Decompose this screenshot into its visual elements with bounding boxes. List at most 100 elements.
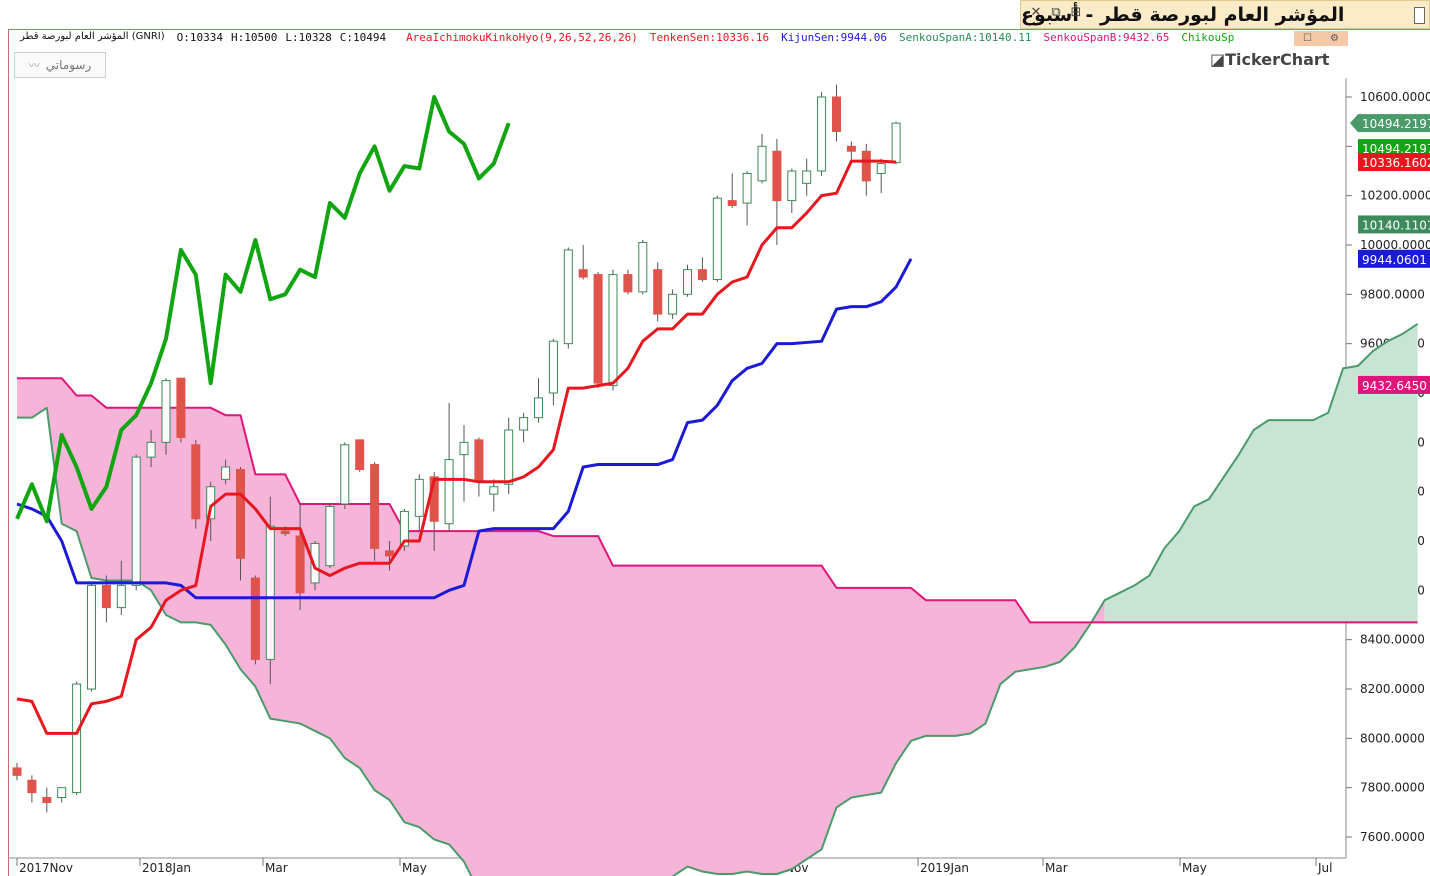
candle-body	[787, 170, 797, 202]
candle-body	[265, 525, 275, 660]
candle-body	[802, 170, 812, 184]
candle-body	[42, 797, 52, 803]
price-tag: 10494.2197	[1358, 139, 1430, 158]
candle-body	[712, 197, 722, 281]
candle-body	[891, 122, 901, 164]
brand-text: TickerChart	[1225, 50, 1330, 69]
brand-logo: ◪TickerChart	[1210, 50, 1330, 69]
window-title-box: المؤشر العام لبورصة قطر - أسبوع ✕ ⧉ ⊟	[1020, 0, 1430, 29]
y-tick-label: 7600.0000	[1360, 830, 1425, 844]
candle-body	[638, 242, 648, 293]
close-icon[interactable]: ✕	[1030, 5, 1042, 20]
candle-body	[534, 397, 543, 419]
kijun-sen-line	[16, 258, 913, 600]
price-tag-box	[1358, 215, 1430, 234]
candle-body	[87, 584, 96, 690]
candle-body	[593, 274, 603, 384]
candle-body	[727, 200, 737, 207]
candle-body	[385, 550, 394, 557]
drawings-button[interactable]: رسوماتي 〰	[14, 52, 106, 78]
candle-body	[116, 584, 126, 609]
x-tick-label: Mar	[265, 861, 288, 875]
candle-body	[236, 468, 245, 559]
legend-tools: ☐ ⚙	[1294, 31, 1348, 46]
x-tick-label: 2018Jan	[142, 861, 191, 875]
candle-body	[504, 429, 514, 485]
y-tick-label: 9800.0000	[1360, 287, 1425, 301]
candle-body	[325, 505, 335, 567]
y-tick-label: 8400.0000	[1360, 633, 1425, 647]
candle-body	[146, 441, 156, 458]
y-tick-label: 10000.0000	[1360, 238, 1430, 252]
cloud-bullish-area	[1104, 323, 1418, 623]
candle-body	[742, 172, 752, 204]
minimize-icon[interactable]: ⊟	[1070, 5, 1082, 20]
price-tag-box	[1358, 375, 1430, 394]
legend-span-a: SenkouSpanA:10140.11	[899, 31, 1032, 44]
price-tag: 9944.0601	[1358, 249, 1430, 268]
price-tag-label: 10494.2197	[1362, 117, 1430, 131]
candle-body	[131, 456, 141, 586]
candle-body	[370, 464, 380, 549]
candle-body	[653, 269, 663, 315]
tenkan-sen-line	[16, 159, 897, 735]
legend-tenkan: TenkenSen:10336.16	[649, 31, 770, 44]
y-tick-label: 7800.0000	[1360, 781, 1425, 795]
candle-body	[101, 584, 111, 609]
candle-body	[161, 380, 171, 443]
candle-body	[221, 466, 231, 480]
legend-kijun: KijunSen:9944.06	[781, 31, 888, 44]
candle-body	[340, 444, 350, 505]
price-tag-box	[1358, 249, 1430, 268]
price-tag-label: 10140.1101	[1362, 218, 1430, 232]
candle-body	[697, 269, 707, 281]
window-checkbox-icon[interactable]	[1414, 7, 1425, 24]
window-controls: ✕ ⧉ ⊟	[1029, 5, 1083, 20]
legend-close: C:10494	[339, 31, 387, 44]
candle-body	[459, 441, 469, 456]
cloud-bearish-area	[17, 378, 1105, 876]
legend-symbol: المؤشر العام لبورصة قطر (GNRI)	[20, 31, 165, 42]
candle-body	[668, 293, 678, 315]
x-tick-label: 2017Nov	[19, 861, 73, 875]
candle-body	[295, 535, 305, 594]
price-tag: 9432.6450	[1358, 375, 1430, 394]
candle-body	[683, 269, 692, 295]
senkou-span-a-line	[17, 323, 1419, 876]
chart-legend: المؤشر العام لبورصة قطر (GNRI) O:10334 H…	[20, 31, 1246, 47]
x-tick-label: May	[1182, 861, 1207, 875]
price-tag-label: 10336.1602	[1362, 156, 1430, 170]
settings-icon[interactable]: ⚙	[1330, 33, 1339, 44]
candle-body	[578, 269, 588, 278]
candle-body	[72, 683, 82, 794]
senkou-span-b-line	[17, 377, 1418, 624]
candle-body	[846, 145, 856, 152]
price-tag-label: 9432.6450	[1362, 379, 1427, 393]
candle-body	[12, 767, 22, 776]
candle-body	[399, 510, 409, 547]
restore-icon[interactable]: ⧉	[1051, 5, 1061, 20]
price-tag-box	[1358, 139, 1430, 158]
y-tick-label: 10200.0000	[1360, 189, 1430, 203]
legend-high: H:10500	[230, 31, 278, 44]
maximize-icon[interactable]: ☐	[1303, 33, 1312, 44]
price-tag-box	[1358, 153, 1430, 172]
y-tick-label: 8200.0000	[1360, 682, 1425, 696]
candle-body	[817, 96, 827, 172]
drawings-label: رسوماتي	[45, 58, 92, 72]
candle-body	[608, 274, 618, 387]
chikou-span-line	[15, 95, 511, 524]
price-tag: 10494.2197	[1350, 114, 1430, 133]
candle-body	[355, 439, 365, 470]
candle-body	[563, 249, 573, 345]
price-tag-label: 10494.2197	[1362, 142, 1430, 156]
candle-body	[876, 163, 886, 174]
candle-body	[310, 542, 320, 584]
y-tick-label: 8000.0000	[1360, 731, 1425, 745]
candle-body	[280, 530, 290, 535]
candle-body	[623, 274, 633, 293]
candle-body	[414, 478, 424, 517]
candle-body	[176, 377, 186, 438]
price-tag-pointer	[1350, 114, 1358, 133]
